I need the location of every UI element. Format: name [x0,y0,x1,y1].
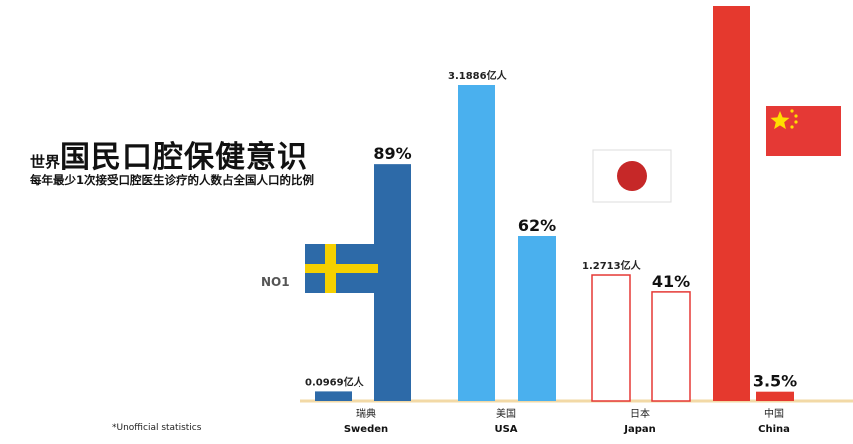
sweden-flag-icon [305,244,378,293]
stray-mark: . [358,380,361,390]
chart-title-prefix: 世界 [30,153,61,171]
rank-badge: NO1 [261,275,290,289]
label-percentage-usa: 62% [518,216,556,235]
chart-title-main: 国民口腔保健意识 [60,140,309,175]
category-label-en-usa: USA [494,424,517,435]
chart-subtitle: 每年最少1次接受口腔医生诊疗的人数占全国人口的比例 [30,173,314,187]
chart-title: 世界国民口腔保健意识 [30,132,308,176]
bar-population-china [713,6,750,401]
footnote: *Unofficial statistics [112,423,202,433]
label-population-usa: 3.1886亿人 [448,69,508,82]
bar-percentage-usa [518,236,556,401]
bar-population-sweden [315,391,352,401]
bar-population-usa [458,85,495,401]
label-percentage-sweden: 89% [373,144,411,163]
bar-percentage-japan [651,291,691,402]
category-label-zh-japan: 日本 [630,407,650,420]
japan-flag-icon [592,149,672,203]
bar-population-japan [591,274,631,402]
category-label-en-sweden: Sweden [344,424,388,435]
category-label-zh-china: 中国 [764,407,784,420]
category-label-en-japan: Japan [623,424,656,435]
china-flag-icon [766,106,841,156]
bar-percentage-sweden [374,164,411,401]
category-label-en-china: China [758,424,790,435]
bar-percentage-china [756,391,794,401]
label-population-japan: 1.2713亿人 [582,259,642,272]
label-percentage-japan: 41% [652,272,690,291]
category-label-zh-sweden: 瑞典 [356,407,376,420]
category-label-zh-usa: 美国 [496,407,516,420]
label-population-sweden: 0.0969亿人 [305,375,365,388]
label-percentage-china: 3.5% [753,372,797,391]
